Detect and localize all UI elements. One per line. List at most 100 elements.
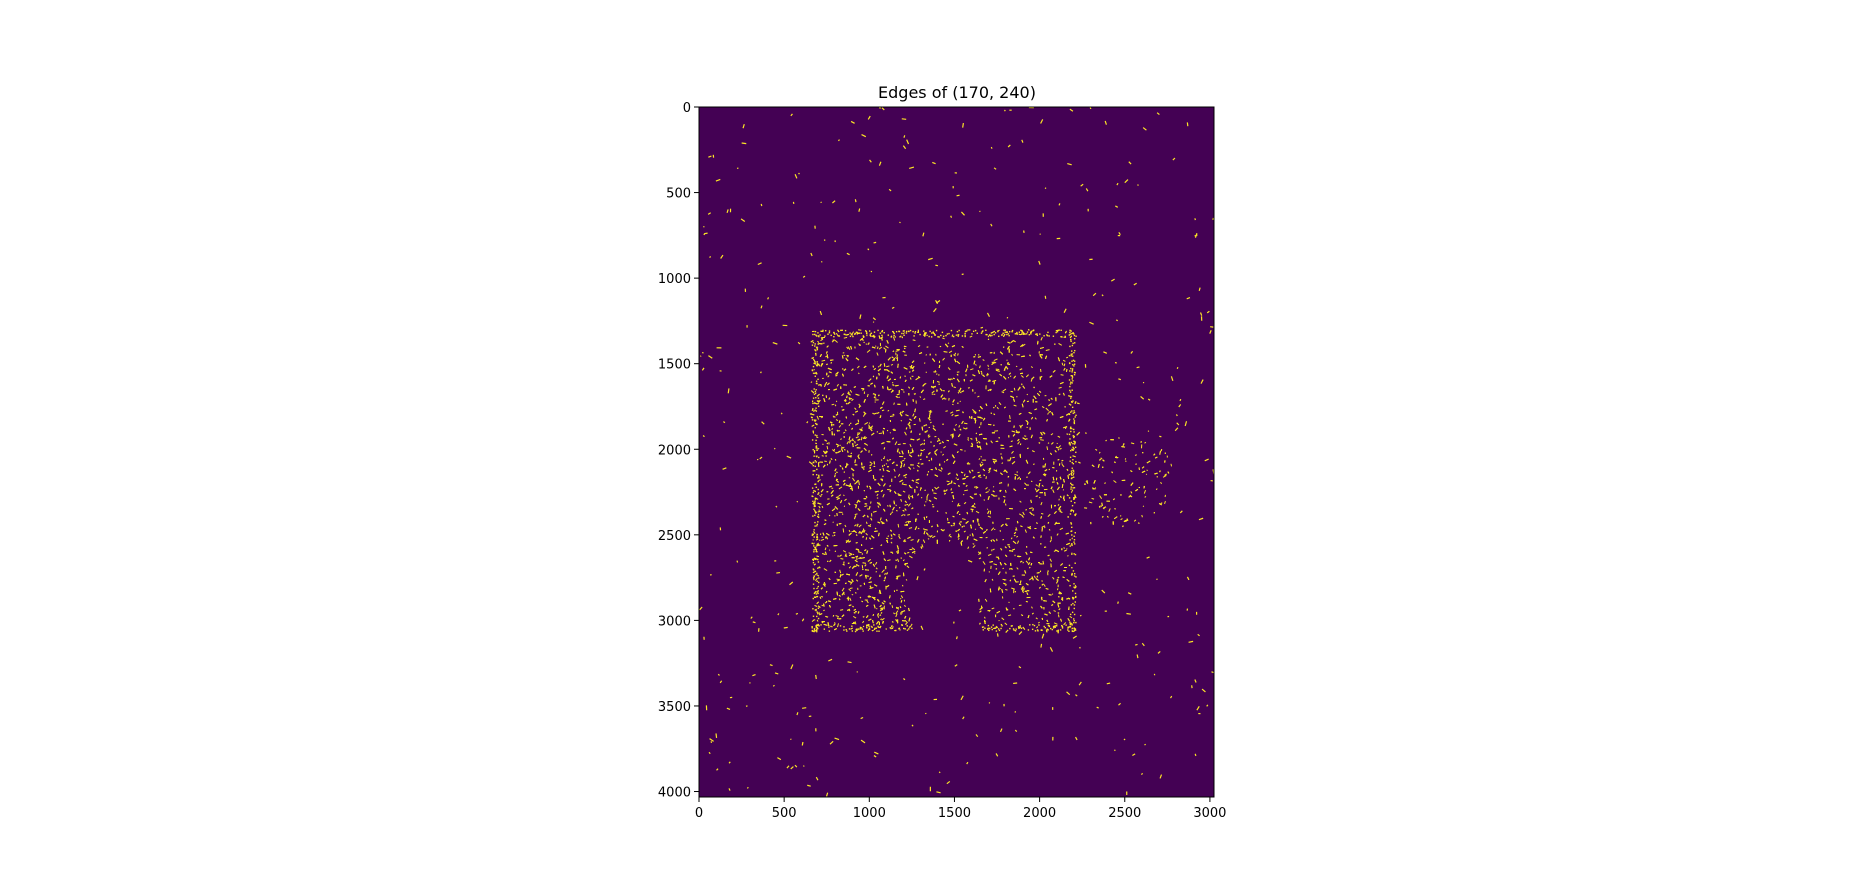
edge-pixel [815,331,816,332]
edge-pixel [932,489,933,491]
edge-pixel [869,330,870,331]
edge-pixel [816,456,817,457]
edge-pixel [1072,364,1073,365]
edge-pixel [1015,628,1016,629]
edge-pixel [1071,543,1072,544]
edge-pixel [1069,434,1070,435]
edge-pixel [1071,396,1072,397]
edge-pixel [890,485,891,486]
edge-pixel [797,712,798,715]
edge-pixel [1069,330,1070,331]
edge-pixel [812,487,813,488]
edge-pixel [928,534,929,535]
edge-pixel [873,335,874,336]
edge-pixel [985,330,986,331]
edge-pixel [863,626,864,627]
edge-pixel [812,515,813,516]
edge-pixel [1074,335,1075,336]
edge-pixel [931,332,932,333]
edge-pixel [1036,333,1037,334]
edge-pixel [813,342,814,343]
edge-pixel [1071,361,1072,362]
edge-pixel [897,354,898,357]
edge-pixel [1073,360,1074,361]
edge-pixel [862,628,863,629]
edge-pixel [987,628,988,629]
edge-pixel [1070,382,1071,383]
edge-pixel [1072,590,1073,591]
edge-pixel [1072,407,1073,408]
edge-pixel [814,361,815,362]
edge-pixel [826,364,827,365]
edge-pixel [1060,629,1061,630]
edge-pixel [1137,655,1138,659]
edge-pixel [1008,335,1009,336]
edge-pixel [1070,510,1071,511]
edge-pixel [869,423,870,424]
edge-pixel [1071,530,1072,531]
edge-pixel [817,363,818,364]
edge-pixel [1135,455,1137,456]
edge-pixel [817,556,819,557]
edge-pixel [817,516,818,517]
edge-pixel [1069,585,1070,586]
edge-pixel [837,592,838,596]
edge-pixel [1071,477,1072,478]
edge-pixel [882,330,883,331]
edge-pixel [1048,443,1049,444]
edge-pixel [1074,502,1075,503]
edge-pixel [816,581,817,582]
edge-pixel [848,662,852,663]
edge-pixel [1072,603,1073,604]
edge-pixel [1058,505,1059,506]
edge-pixel [1060,330,1061,331]
edge-pixel [818,489,819,490]
edge-pixel [884,456,885,457]
edge-pixel [813,462,814,463]
edge-pixel [817,494,818,495]
edge-pixel [813,616,814,617]
edge-pixel [866,625,867,626]
edge-pixel [1071,371,1072,372]
edge-pixel [817,559,818,560]
edge-pixel [1071,501,1072,502]
edge-pixel [815,610,816,611]
edge-pixel [1036,496,1038,497]
edge-pixel [869,582,872,583]
edge-pixel [829,515,830,516]
edge-pixel [812,608,813,609]
edge-pixel [1065,336,1066,337]
edge-pixel [1021,333,1022,334]
edge-pixel [1069,370,1070,371]
edge-pixel [1028,629,1029,630]
edge-pixel [816,381,817,382]
edge-pixel [1074,443,1075,444]
edge-pixel [1074,573,1075,574]
edge-pixel [816,537,817,538]
edge-pixel [822,456,824,457]
edge-pixel [1071,527,1072,528]
edge-pixel [1005,110,1006,111]
edge-pixel [1102,503,1103,506]
edge-pixel [1071,473,1072,474]
edge-pixel [898,524,899,528]
edge-pixel [1070,614,1071,615]
edge-pixel [828,626,829,627]
edge-pixel [776,506,777,507]
edge-pixel [942,332,943,333]
edge-pixel [818,457,819,458]
edge-pixel [816,573,817,574]
edge-pixel [1001,490,1002,491]
edge-pixel [813,568,814,569]
edge-pixel [855,514,858,515]
edge-pixel [856,592,857,593]
edge-pixel [815,407,816,408]
edge-pixel [1016,333,1017,334]
edge-pixel [1007,609,1008,610]
edge-pixel [1126,613,1130,614]
edge-pixel [1065,624,1066,625]
edge-pixel [1075,402,1076,403]
edge-pixel [814,505,815,506]
edge-pixel [1013,629,1014,630]
edge-pixel [931,336,932,337]
